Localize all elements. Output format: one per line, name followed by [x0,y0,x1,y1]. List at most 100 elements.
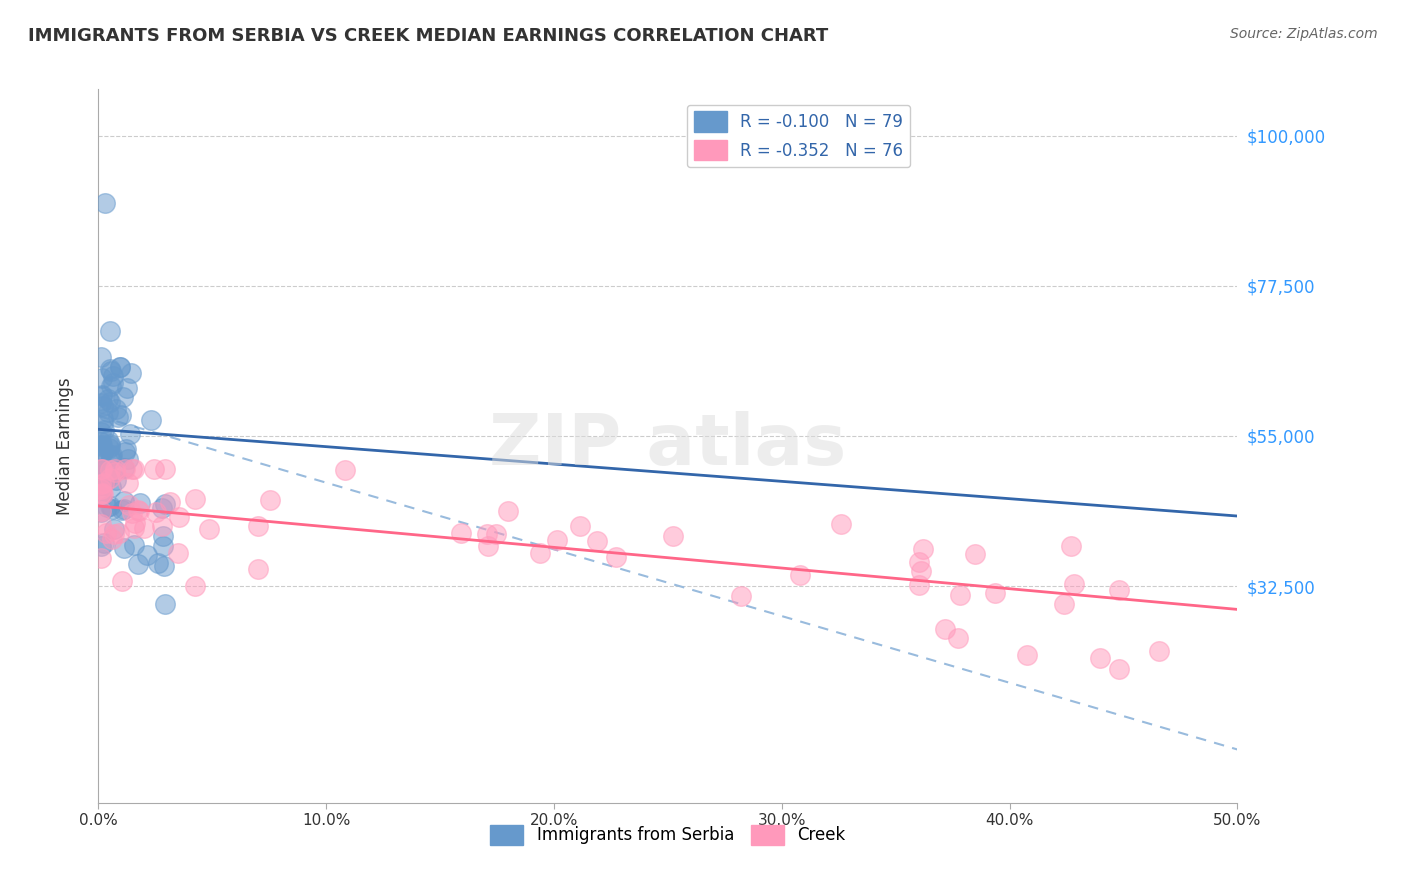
Immigrants from Serbia [101,369,124,384]
Creek [908,556,931,570]
Immigrants from Serbia [150,501,173,516]
Creek [93,476,115,491]
Creek [122,521,145,535]
Immigrants from Serbia [90,462,112,476]
Creek [908,578,931,592]
Immigrants from Serbia [152,529,174,543]
Creek [90,482,112,496]
Creek [949,589,972,603]
Creek [98,463,121,477]
Creek [1063,576,1085,591]
Immigrants from Serbia [152,539,174,553]
Immigrants from Serbia [115,381,138,395]
Creek [1053,597,1076,611]
Creek [90,476,112,491]
Immigrants from Serbia [90,490,112,504]
Creek [911,542,934,557]
Immigrants from Serbia [112,461,135,475]
Immigrants from Serbia [100,452,122,467]
Immigrants from Serbia [117,451,139,466]
Creek [166,546,188,560]
Creek [150,519,173,533]
Creek [90,504,112,518]
Creek [90,486,112,500]
Creek [477,539,499,553]
Immigrants from Serbia [98,324,121,338]
Creek [1088,650,1111,665]
Creek [184,579,207,593]
Immigrants from Serbia [111,503,134,517]
Immigrants from Serbia [90,395,112,409]
Immigrants from Serbia [114,442,136,457]
Immigrants from Serbia [112,502,135,516]
Immigrants from Serbia [90,462,112,476]
Immigrants from Serbia [112,493,135,508]
Creek [605,549,627,564]
Immigrants from Serbia [96,500,118,514]
Creek [730,589,752,603]
Creek [247,562,270,576]
Creek [475,527,498,541]
Immigrants from Serbia [148,556,170,570]
Immigrants from Serbia [98,442,121,456]
Immigrants from Serbia [120,366,142,380]
Immigrants from Serbia [90,425,112,439]
Creek [450,525,472,540]
Creek [128,504,150,518]
Creek [104,466,127,480]
Creek [91,462,114,476]
Immigrants from Serbia [98,395,121,409]
Creek [1015,648,1038,662]
Immigrants from Serbia [93,474,115,488]
Immigrants from Serbia [100,499,122,513]
Creek [984,585,1007,599]
Creek [100,532,122,546]
Creek [159,495,181,509]
Creek [934,622,956,636]
Creek [259,492,281,507]
Immigrants from Serbia [100,378,122,392]
Immigrants from Serbia [128,496,150,510]
Immigrants from Serbia [97,433,120,447]
Creek [91,487,114,501]
Immigrants from Serbia [98,438,121,452]
Creek [104,462,127,476]
Text: ZIP atlas: ZIP atlas [489,411,846,481]
Immigrants from Serbia [90,540,112,554]
Creek [1060,539,1083,553]
Immigrants from Serbia [90,389,112,403]
Immigrants from Serbia [90,478,112,492]
Immigrants from Serbia [139,413,162,427]
Creek [132,521,155,535]
Y-axis label: Median Earnings: Median Earnings [56,377,75,515]
Text: Source: ZipAtlas.com: Source: ZipAtlas.com [1230,27,1378,41]
Text: IMMIGRANTS FROM SERBIA VS CREEK MEDIAN EARNINGS CORRELATION CHART: IMMIGRANTS FROM SERBIA VS CREEK MEDIAN E… [28,27,828,45]
Creek [333,463,356,477]
Creek [153,462,176,476]
Creek [569,518,592,533]
Creek [143,462,166,476]
Immigrants from Serbia [98,437,121,451]
Immigrants from Serbia [122,538,145,552]
Creek [111,574,134,589]
Immigrants from Serbia [114,541,136,556]
Creek [98,470,121,484]
Immigrants from Serbia [91,412,114,426]
Immigrants from Serbia [90,446,112,460]
Creek [117,475,139,490]
Immigrants from Serbia [90,439,112,453]
Creek [124,516,146,530]
Creek [965,547,987,561]
Immigrants from Serbia [101,448,124,462]
Creek [167,509,190,524]
Creek [183,492,205,507]
Creek [498,504,520,518]
Legend: Immigrants from Serbia, Creek: Immigrants from Serbia, Creek [484,818,852,852]
Creek [198,522,221,536]
Creek [247,519,270,533]
Immigrants from Serbia [90,506,112,520]
Immigrants from Serbia [153,497,176,511]
Creek [585,534,607,549]
Immigrants from Serbia [97,392,120,407]
Creek [114,462,136,476]
